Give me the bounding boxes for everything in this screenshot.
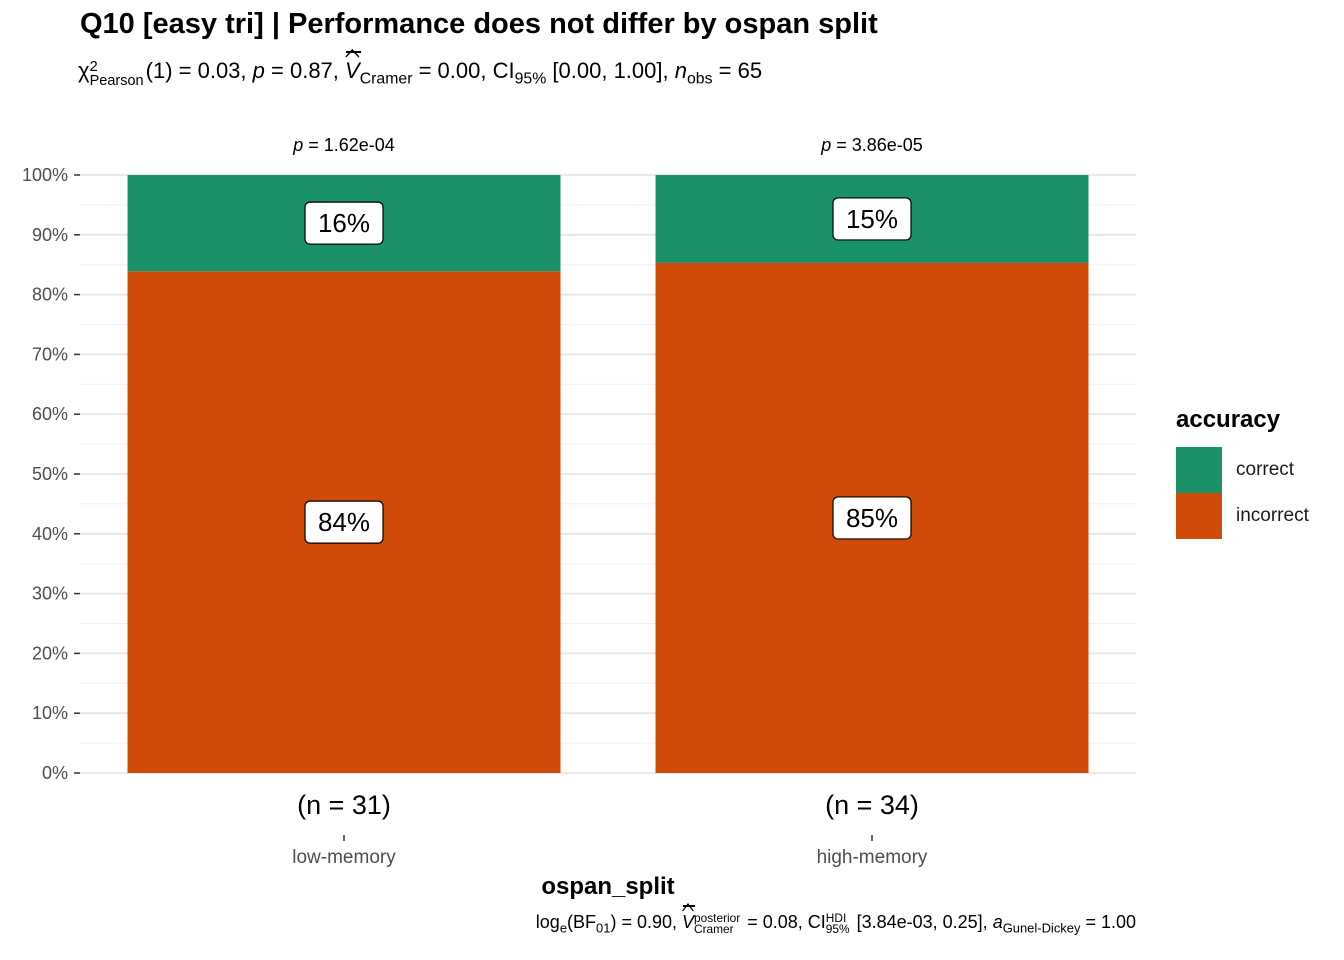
y-tick-label: 10% xyxy=(32,703,68,723)
chart-subtitle: χ 2 Pearson (1) = 0.03, p = 0.87, VCramer =… xyxy=(78,48,763,89)
p-symbol: p xyxy=(252,58,265,83)
y-tick-label: 80% xyxy=(32,285,68,305)
log-text: log xyxy=(535,912,560,932)
n-value: = 65 xyxy=(712,58,763,83)
bf-open: (BF xyxy=(567,912,597,932)
chi-symbol: χ xyxy=(78,58,90,83)
v-symbol: V xyxy=(345,58,360,83)
ci-hdi-sub: 95% xyxy=(825,922,850,937)
chi-scripts: 2 Pearson xyxy=(89,58,144,89)
n-sub: obs xyxy=(686,70,713,88)
a-sub: Gunel-Dickey xyxy=(1002,920,1081,936)
legend-item-correct: correct xyxy=(1176,447,1344,493)
p-value-label: p = 3.86e-05 xyxy=(820,135,923,155)
n-symbol: n xyxy=(674,58,687,83)
sample-size-label: (n = 34) xyxy=(825,790,919,820)
p-value-symbol: p xyxy=(820,135,831,155)
v-posterior-sub: Cramer xyxy=(694,922,734,937)
legend-key-incorrect xyxy=(1176,493,1222,539)
v-sub: Cramer xyxy=(359,70,413,88)
v-posterior-symbol: V xyxy=(682,912,695,932)
p-value-number: = 1.62e-04 xyxy=(303,135,395,155)
chi-sub: Pearson xyxy=(89,72,144,89)
a-value: = 1.00 xyxy=(1080,912,1136,932)
ci-sub: 95% xyxy=(514,70,547,88)
ci-hdi-sup: HDI xyxy=(825,911,847,926)
v-value: = 0.00, CI xyxy=(412,58,515,83)
bf-value: ) = 0.90, xyxy=(610,912,683,932)
v-hat-symbol: V xyxy=(345,48,361,84)
bar-label: 16% xyxy=(318,208,370,238)
y-tick-label: 0% xyxy=(42,763,68,783)
x-axis: (n = 31) low-memory (n = 34) high-memory xyxy=(292,790,928,868)
y-tick-label: 60% xyxy=(32,404,68,424)
v-posterior-value: = 0.08, CI xyxy=(742,912,826,932)
bar-labels: 84% 16% p = 1.62e-04 85% 15% p = 3.86e-05 xyxy=(292,135,923,544)
y-tick-label: 100% xyxy=(22,165,68,185)
legend-item-incorrect: incorrect xyxy=(1176,493,1344,539)
p-value-label: p = 1.62e-04 xyxy=(292,135,395,155)
y-tick-label: 40% xyxy=(32,524,68,544)
chart-title: Q10 [easy tri] | Performance does not di… xyxy=(80,8,878,40)
ci-hdi-scripts: HDI 95% xyxy=(825,911,850,937)
y-tick-label: 20% xyxy=(32,643,68,663)
bar-label-box xyxy=(304,500,384,544)
bar-label-box xyxy=(304,201,384,245)
x-tick-label: high-memory xyxy=(817,847,928,868)
y-tick-label: 30% xyxy=(32,584,68,604)
y-axis: 0% 10% 20% 30% 40% 50% 60% 70% 80% 90% 100% xyxy=(22,165,80,783)
sample-size-label: (n = 31) xyxy=(297,790,391,820)
legend-label-correct: correct xyxy=(1236,459,1295,480)
v-posterior-sup: posterior xyxy=(694,911,741,926)
bf-sub: 01 xyxy=(596,920,611,936)
bar-label: 15% xyxy=(846,204,898,234)
p-value-number: = 3.86e-05 xyxy=(831,135,923,155)
legend-title: accuracy xyxy=(1176,406,1281,433)
x-axis-title: ospan_split xyxy=(541,873,674,900)
y-tick-label: 50% xyxy=(32,464,68,484)
y-tick-label: 90% xyxy=(32,225,68,245)
p-value: = 0.87, xyxy=(264,58,346,83)
a-symbol: a xyxy=(992,912,1003,932)
v-posterior-scripts: posterior Cramer xyxy=(694,911,741,937)
bar-label-box xyxy=(832,496,912,540)
ci-value: [0.00, 1.00], xyxy=(546,58,675,83)
log-sub: e xyxy=(559,920,568,936)
chi-sup: 2 xyxy=(89,58,98,75)
y-tick-label: 70% xyxy=(32,344,68,364)
chi-df-stat: (1) = 0.03, xyxy=(145,58,253,83)
bar-label: 85% xyxy=(846,503,898,533)
v-posterior-hat-symbol: V xyxy=(682,902,696,933)
ci-hdi-value: [3.84e-03, 0.25], xyxy=(851,912,993,932)
p-value-symbol: p xyxy=(292,135,303,155)
x-tick-label: low-memory xyxy=(292,847,396,868)
legend-key-correct xyxy=(1176,447,1222,493)
bar-label-box xyxy=(832,197,912,241)
legend-label-incorrect: incorrect xyxy=(1236,505,1309,526)
bar-label: 84% xyxy=(318,507,370,537)
